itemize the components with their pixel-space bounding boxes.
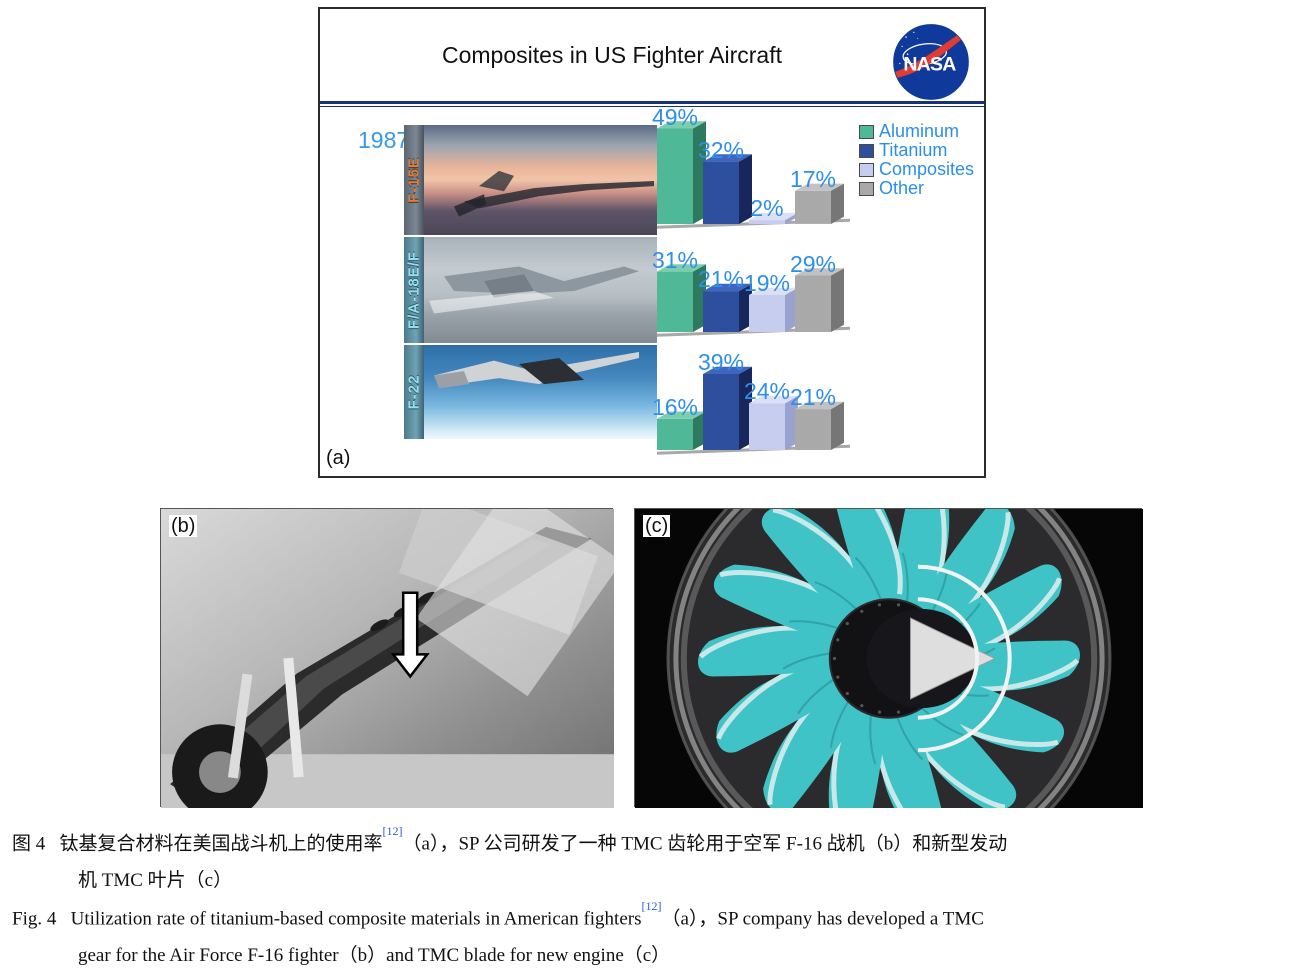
svg-text:NASA: NASA [903, 54, 956, 76]
